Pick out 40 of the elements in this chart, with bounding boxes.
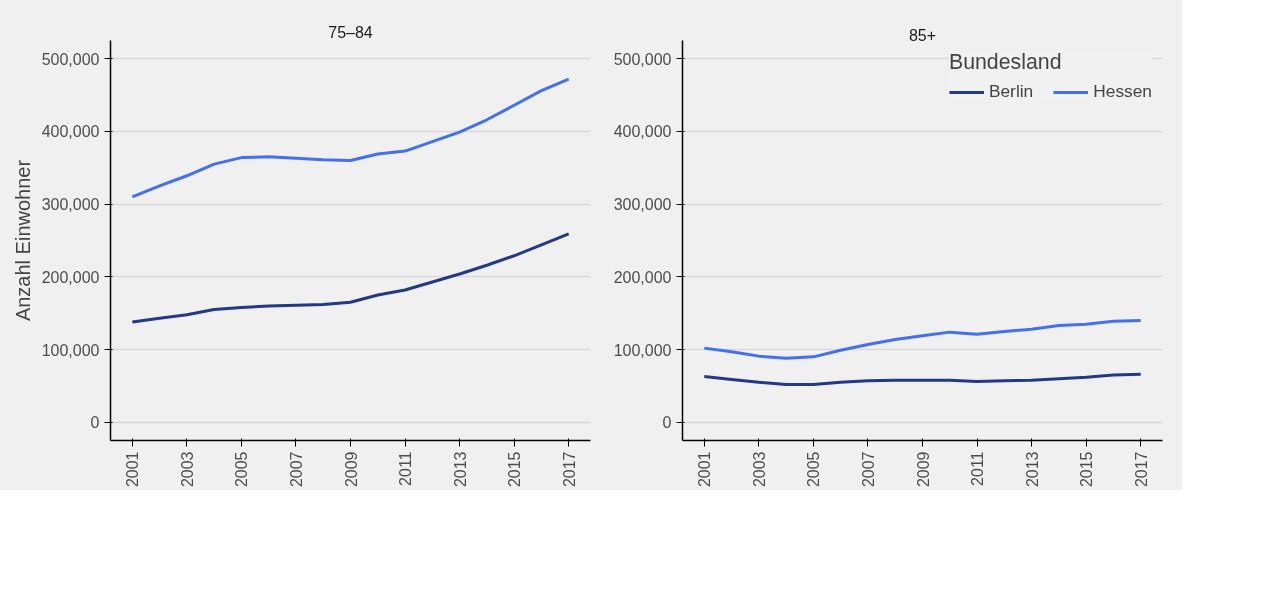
y-tick-label: 200,000 xyxy=(41,268,100,286)
legend-title: Bundesland xyxy=(948,50,1063,75)
y-tick-label: 0 xyxy=(90,414,100,432)
x-tick-label: 2009 xyxy=(914,451,932,488)
chart-title: 85+ xyxy=(908,26,937,44)
x-tick-label: 2017 xyxy=(560,451,578,488)
x-tick-label: 2015 xyxy=(1078,451,1096,488)
x-tick-label: 2003 xyxy=(750,451,768,488)
x-tick-label: 2013 xyxy=(451,451,469,488)
legend-label: Hessen xyxy=(1093,81,1152,102)
y-tick-label: 400,000 xyxy=(41,123,100,141)
x-tick-label: 2017 xyxy=(1132,451,1150,488)
x-tick-label: 2007 xyxy=(287,451,305,488)
line-series xyxy=(130,77,571,199)
line-series xyxy=(130,232,571,324)
chart-title: 75–84 xyxy=(328,23,373,41)
legend-label: Berlin xyxy=(988,81,1034,102)
y-tick-label: 300,000 xyxy=(613,196,672,214)
y-tick-label: 200,000 xyxy=(613,268,672,286)
x-tick-label: 2011 xyxy=(969,451,987,486)
line-series xyxy=(702,319,1143,360)
y-axis-title: Anzahl Einwohner xyxy=(11,159,34,322)
x-tick-label: 2013 xyxy=(1023,451,1041,488)
x-tick-label: 2003 xyxy=(178,451,196,488)
x-tick-label: 2001 xyxy=(696,451,714,488)
x-tick-label: 2011 xyxy=(397,451,415,486)
y-tick-label: 500,000 xyxy=(613,50,672,68)
y-tick-label: 100,000 xyxy=(613,341,672,359)
x-tick-label: 2001 xyxy=(124,451,142,488)
x-tick-label: 2007 xyxy=(859,451,877,488)
y-tick-label: 100,000 xyxy=(41,341,100,359)
y-tick-label: 500,000 xyxy=(41,50,100,68)
x-tick-label: 2015 xyxy=(506,451,524,488)
y-tick-label: 400,000 xyxy=(613,123,672,141)
x-tick-label: 2005 xyxy=(233,451,251,488)
y-tick-label: 0 xyxy=(662,414,672,432)
x-tick-label: 2005 xyxy=(805,451,823,488)
x-tick-label: 2009 xyxy=(342,451,360,488)
line-series xyxy=(702,372,1143,386)
y-tick-label: 300,000 xyxy=(41,196,100,214)
